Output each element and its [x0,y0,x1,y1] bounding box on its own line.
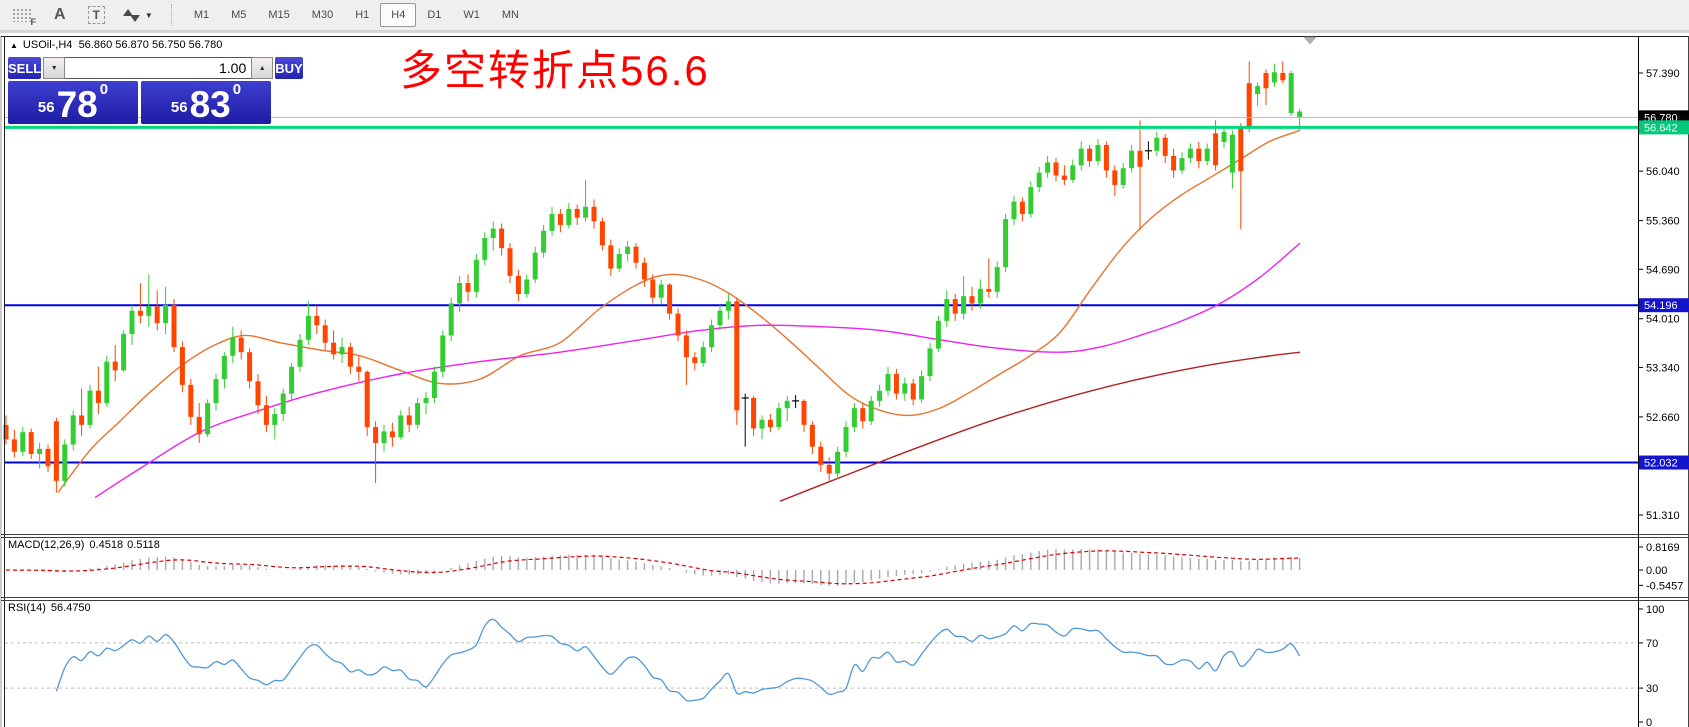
arrow-down-icon [129,14,140,22]
volume-increase-button[interactable]: ▲ [251,57,274,79]
svg-text:53.340: 53.340 [1646,362,1680,374]
rsi-current-value: 56.4750 [50,602,91,614]
ma-fast [57,129,1301,493]
letter-a-icon: A [54,6,66,23]
buy-price-pip: 0 [232,81,242,98]
svg-text:0.8169: 0.8169 [1646,542,1680,554]
chevron-down-icon: ▼ [144,10,153,20]
buy-price-main: 83 [189,83,231,125]
arrow-up-icon [122,8,133,16]
macd-signal-value: 0.5118 [127,539,160,551]
text-annotation-button[interactable]: A [40,3,66,27]
collapse-triangle-icon: ▲ [10,41,18,50]
candles-layer [3,61,1303,493]
timeframe-w1[interactable]: W1 [463,9,480,21]
timeframe-mn[interactable]: MN [501,9,519,21]
volume-stepper: ▼ ▲ [43,57,274,79]
ma-slow [779,351,1301,502]
toolbar: F A T ▼ M1 M5 M15 M30 H1 H4 D1 W1 MN [0,0,1689,33]
chart-title: ▲ USOil-,H4 56.860 56.870 56.750 56.780 [10,39,222,51]
ohlc-values: 56.860 56.870 56.750 56.780 [78,39,223,51]
timeframe-d1[interactable]: D1 [427,9,442,21]
sell-price-pip: 0 [99,81,109,98]
arrow-objects-button[interactable]: ▼ [122,3,153,27]
ma-mid [94,242,1301,499]
spinner-up-icon: ▲ [258,64,266,72]
scroll-end-marker-icon[interactable] [1303,36,1317,45]
chart-annotation-text: 多空转折点56.6 [400,47,710,94]
spinner-down-icon: ▼ [50,64,58,72]
volume-input[interactable] [65,57,252,79]
svg-text:54.196: 54.196 [1644,300,1678,312]
indicator-grid-button[interactable]: F [4,3,36,27]
chart-area[interactable] [0,35,1689,727]
svg-text:54.010: 54.010 [1646,314,1680,326]
svg-text:-0.5457: -0.5457 [1646,580,1683,592]
sell-price-main: 78 [56,83,98,125]
buy-button[interactable]: BUY [275,57,303,79]
svg-text:70: 70 [1646,638,1658,650]
price-axis[interactable]: 57.390 56.040 55.360 54.690 54.010 53.340 52.6… [1638,36,1689,727]
svg-text:30: 30 [1646,683,1658,695]
symbol-period-label: USOil-,H4 [22,39,73,51]
macd-name: MACD(12,26,9) [8,539,85,551]
timeframe-bar: M1 M5 M15 M30 H1 H4 D1 W1 MN [183,3,530,27]
svg-text:52.032: 52.032 [1644,458,1678,470]
svg-text:0: 0 [1646,717,1652,727]
timeframe-m1[interactable]: M1 [193,9,210,21]
toolbar-separator [170,4,173,26]
one-click-trading-panel: SELL ▼ ▲ BUY 56 78 0 56 83 0 [8,57,303,124]
svg-text:54.690: 54.690 [1646,264,1680,276]
svg-text:57.390: 57.390 [1646,68,1680,80]
macd-main-value: 0.4518 [89,539,124,551]
svg-text:55.360: 55.360 [1646,216,1680,228]
timeframe-m15[interactable]: M15 [268,9,290,21]
sell-button[interactable]: SELL [8,57,42,79]
svg-text:56.040: 56.040 [1646,166,1680,178]
sell-price-prefix: 56 [37,99,55,116]
svg-text:100: 100 [1646,604,1664,616]
svg-text:52.660: 52.660 [1646,412,1680,424]
volume-decrease-button[interactable]: ▼ [43,57,66,79]
rsi-panel-label: RSI(14) 56.4750 [8,602,91,614]
rsi-line [55,618,1301,702]
timeframe-m30[interactable]: M30 [311,9,334,21]
price-level-lines[interactable] [5,116,1638,129]
macd-panel-label: MACD(12,26,9) 0.4518 0.5118 [8,539,160,551]
rsi-name: RSI(14) [8,602,46,614]
timeframe-m5[interactable]: M5 [231,9,247,21]
boxed-t-icon: T [87,6,105,24]
svg-text:51.310: 51.310 [1646,510,1680,522]
timeframe-h4[interactable]: H4 [380,3,417,27]
rsi-panel: 100 70 30 0 [5,604,1664,727]
buy-price-prefix: 56 [170,99,188,116]
buy-price-box[interactable]: 56 83 0 [141,81,271,124]
svg-text:56.642: 56.642 [1644,122,1678,134]
macd-panel: 0.8169 0.00 -0.5457 [5,542,1683,592]
grid-icon: F [12,8,36,27]
timeframe-h1[interactable]: H1 [355,9,370,21]
svg-text:0.00: 0.00 [1646,565,1667,577]
sell-price-box[interactable]: 56 78 0 [8,81,138,124]
window-frame [0,36,1689,727]
text-box-button[interactable]: T [74,3,105,27]
